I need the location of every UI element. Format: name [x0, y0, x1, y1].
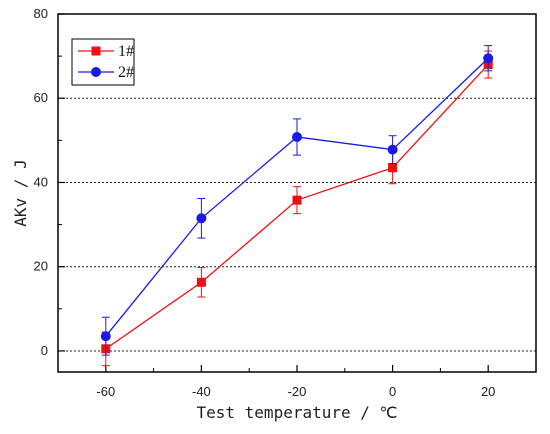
legend-marker	[91, 67, 101, 77]
x-tick-label: 0	[389, 384, 396, 399]
y-tick-label: 20	[34, 259, 48, 274]
data-point	[292, 195, 302, 205]
legend-box	[71, 38, 135, 86]
data-point	[196, 277, 206, 287]
legend-label: 1#	[118, 43, 134, 60]
data-point	[196, 213, 207, 224]
x-tick-label: -20	[288, 384, 307, 399]
y-tick-label: 80	[34, 6, 48, 21]
data-point	[100, 331, 111, 342]
legend: 1#2#	[71, 38, 135, 86]
x-tick-label: -60	[96, 384, 115, 399]
x-axis-title: Test temperature / ℃	[197, 403, 398, 422]
y-tick-label: 0	[41, 343, 48, 358]
x-tick-label: -40	[192, 384, 211, 399]
y-tick-label: 40	[34, 174, 48, 189]
x-axis-ticks: -60 -40 -20 0 20	[57, 365, 537, 399]
y-tick-label: 60	[34, 90, 48, 105]
y-axis-ticks: 0 20 40 60 80	[34, 6, 65, 358]
series-1	[101, 50, 493, 367]
y-axis-title: AKv / J	[11, 159, 30, 226]
data-point	[387, 144, 398, 155]
legend-marker	[91, 46, 101, 56]
x-tick-label: 20	[481, 384, 495, 399]
data-point	[388, 163, 398, 173]
data-point	[292, 131, 302, 142]
series-layer	[100, 45, 494, 367]
legend-label: 2#	[118, 64, 134, 81]
data-point	[483, 53, 494, 64]
series-2	[100, 45, 494, 356]
